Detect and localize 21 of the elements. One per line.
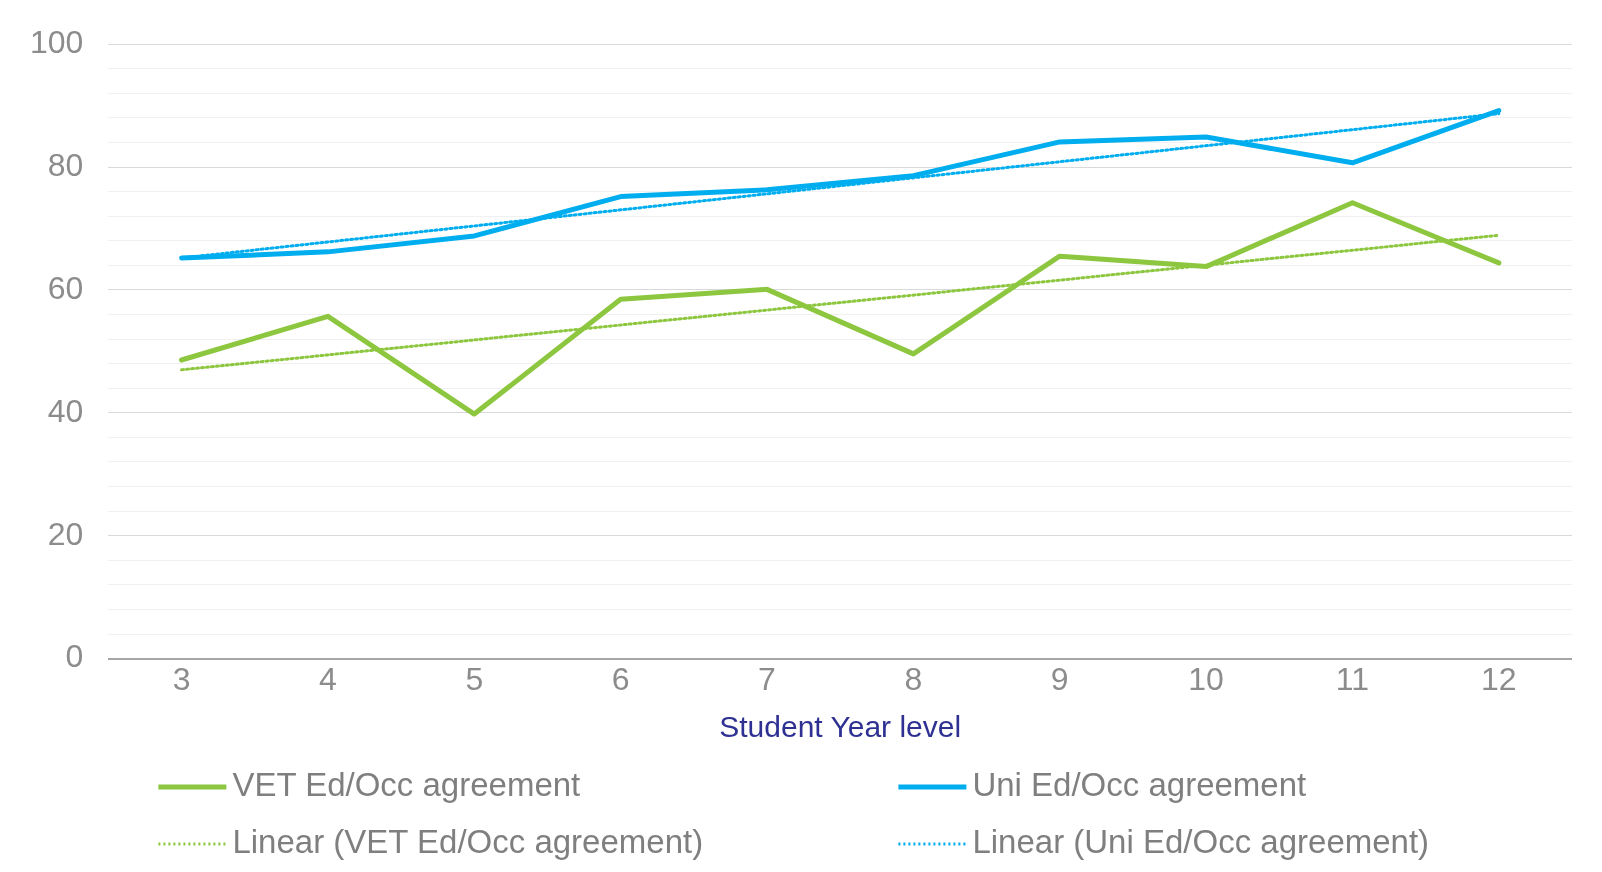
x-tick-label: 8 [904,660,923,697]
x-tick-label: 9 [1050,660,1069,697]
y-tick-label: 40 [47,392,84,429]
x-tick-label: 6 [611,660,630,697]
x-tick-label: 10 [1188,660,1224,697]
y-tick-label: 0 [65,638,84,675]
y-tick-label: 60 [47,269,84,306]
legend-label: Linear (Uni Ed/Occ agreement) [972,823,1430,861]
x-axis-title: Student Year level [719,710,962,744]
y-tick-label: 80 [47,146,84,183]
y-tick-label: 100 [30,24,84,61]
legend-label: Uni Ed/Occ agreement [972,766,1307,804]
x-tick-label: 7 [758,660,776,697]
y-tick-label: 20 [47,515,84,552]
legend-label: VET Ed/Occ agreement [232,766,581,804]
x-tick-label: 12 [1481,660,1517,697]
x-tick-label: 5 [465,660,484,697]
x-tick-label: 3 [172,660,191,697]
legend-label: Linear (VET Ed/Occ agreement) [232,823,704,861]
x-tick-label: 4 [319,660,337,697]
x-tick-label: 11 [1335,660,1370,697]
